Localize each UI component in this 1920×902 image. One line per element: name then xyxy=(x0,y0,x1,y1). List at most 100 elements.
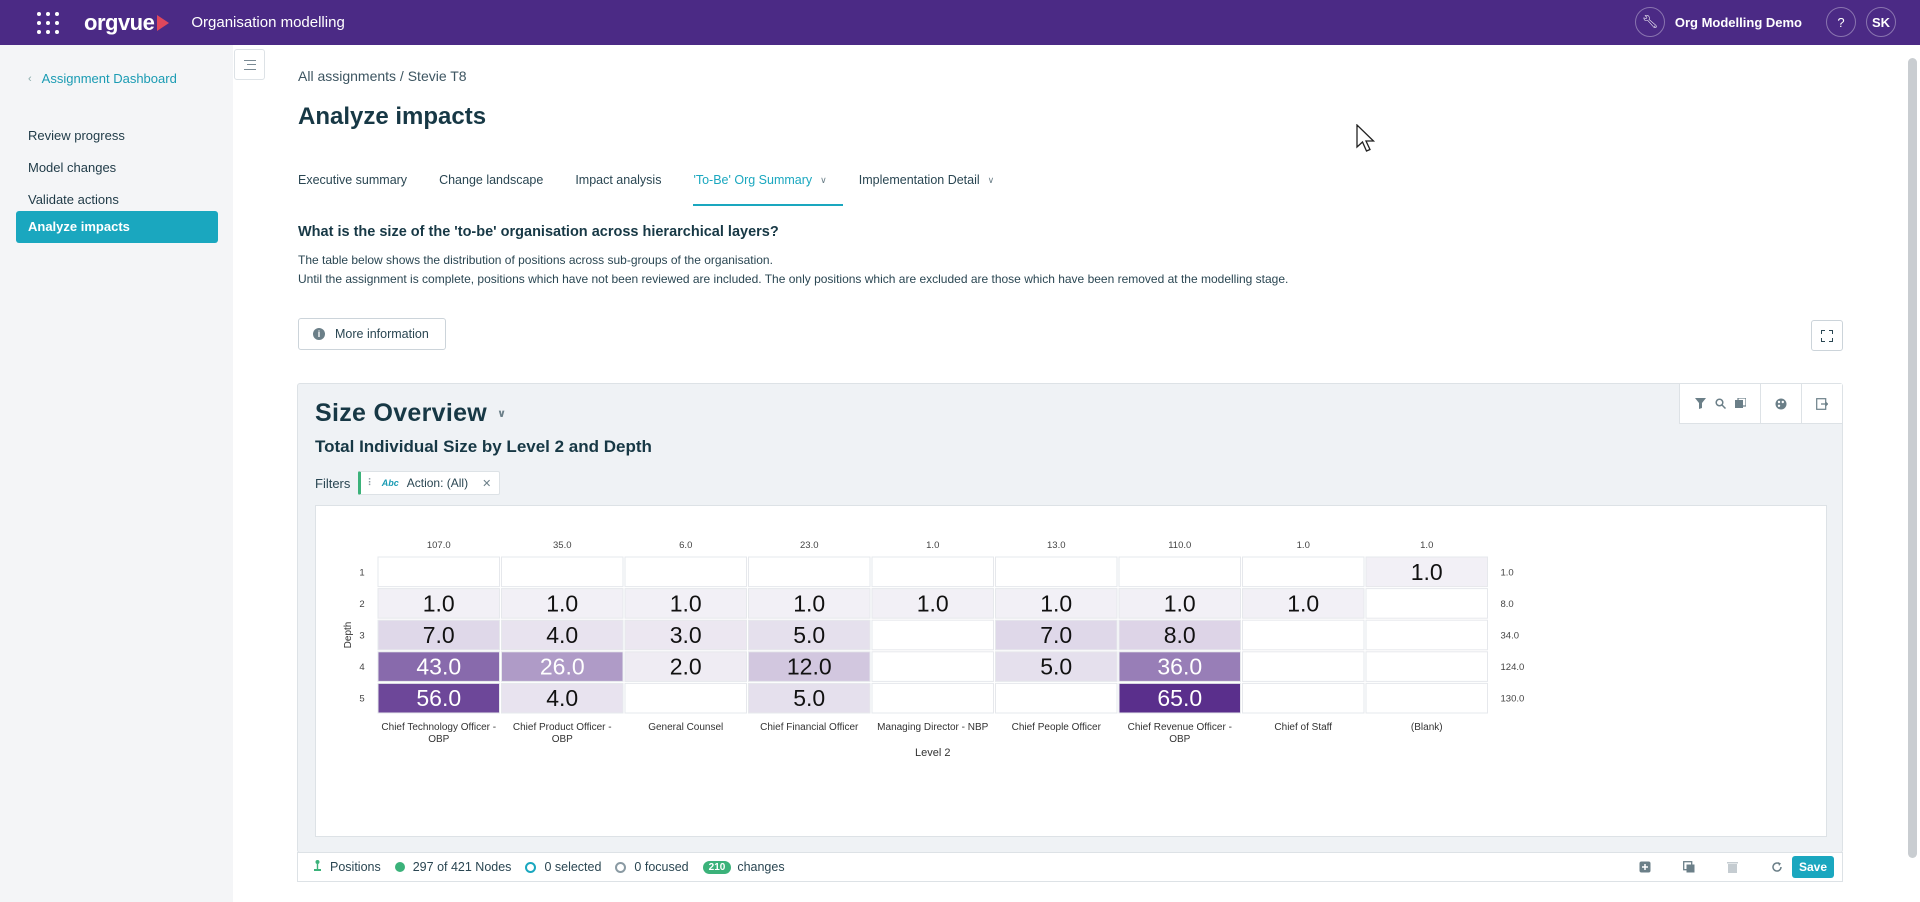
tab-executive-summary[interactable]: Executive summary xyxy=(298,168,407,206)
selected-icon xyxy=(525,861,537,873)
heatmap-cell[interactable] xyxy=(871,619,994,651)
fullscreen-icon xyxy=(1821,329,1833,342)
column-total-label: 35.0 xyxy=(553,540,572,551)
collapse-sidebar-button[interactable] xyxy=(234,49,265,80)
heatmap-cell[interactable] xyxy=(995,556,1118,588)
heatmap-cell[interactable] xyxy=(995,682,1118,714)
heatmap-cell[interactable] xyxy=(871,588,994,619)
heatmap-cell[interactable] xyxy=(995,651,1118,682)
cell-value-label: 1.0 xyxy=(1040,590,1072,616)
changes-indicator[interactable]: 210 changes xyxy=(702,860,785,874)
heatmap-cell[interactable] xyxy=(995,588,1118,619)
heatmap-cell[interactable] xyxy=(624,588,747,619)
breadcrumb[interactable]: All assignments / Stevie T8 xyxy=(298,68,467,84)
heatmap-cell[interactable] xyxy=(1242,619,1365,651)
search-icon[interactable] xyxy=(1712,396,1728,412)
heatmap-cell[interactable] xyxy=(748,556,871,588)
heatmap-cell[interactable] xyxy=(1365,619,1488,651)
heatmap-cell[interactable] xyxy=(624,619,747,651)
heatmap-cell[interactable] xyxy=(1242,588,1365,619)
back-to-dashboard-link[interactable]: ‹ Assignment Dashboard xyxy=(28,71,177,86)
heatmap-cell[interactable] xyxy=(1242,682,1365,714)
heatmap-cell[interactable] xyxy=(748,588,871,619)
heatmap-cell[interactable] xyxy=(377,588,500,619)
cell-value-label: 1.0 xyxy=(1411,559,1443,585)
fullscreen-button[interactable] xyxy=(1811,320,1843,351)
heatmap-cell[interactable] xyxy=(1365,556,1488,588)
heatmap-cell[interactable] xyxy=(1118,682,1241,714)
heatmap-cell[interactable] xyxy=(871,682,994,714)
cell-value-label: 65.0 xyxy=(1157,685,1202,711)
heatmap-cell[interactable] xyxy=(501,556,624,588)
positions-dataset[interactable]: Positions xyxy=(313,859,381,875)
chevron-down-icon: ∨ xyxy=(987,175,995,185)
heatmap-cell[interactable] xyxy=(1365,588,1488,619)
heatmap-cell[interactable] xyxy=(501,682,624,714)
close-icon[interactable]: ✕ xyxy=(482,477,492,490)
tab-to-be-org-summary[interactable]: 'To-Be' Org Summary ∨ xyxy=(693,168,844,206)
heatmap-cell[interactable] xyxy=(748,682,871,714)
duplicate-icon[interactable] xyxy=(1680,858,1698,876)
heatmap-cell[interactable] xyxy=(1118,651,1241,682)
user-avatar[interactable]: SK xyxy=(1866,7,1896,37)
scrollbar-thumb[interactable] xyxy=(1908,58,1917,858)
mouse-cursor-icon xyxy=(1356,124,1376,152)
cell-value-label: 5.0 xyxy=(1040,654,1072,680)
heatmap-cell[interactable] xyxy=(377,682,500,714)
row-tick-label: 2 xyxy=(359,599,364,610)
focused-count[interactable]: 0 focused xyxy=(615,860,689,874)
heatmap-cell[interactable] xyxy=(501,588,624,619)
heatmap-cell[interactable] xyxy=(377,651,500,682)
tab-implementation-detail[interactable]: Implementation Detail ∨ xyxy=(859,168,995,206)
heatmap-cell[interactable] xyxy=(995,619,1118,651)
heatmap-cell[interactable] xyxy=(501,651,624,682)
wrench-icon[interactable]: 🔧︎ xyxy=(1634,7,1665,37)
heatmap-cell[interactable] xyxy=(1118,588,1241,619)
heatmap-cell[interactable] xyxy=(501,619,624,651)
heatmap-cell[interactable] xyxy=(748,651,871,682)
panel-title[interactable]: Size Overview ∨ xyxy=(315,399,506,428)
heatmap-cell[interactable] xyxy=(377,556,500,588)
heatmap-cell[interactable] xyxy=(1242,556,1365,588)
more-information-button[interactable]: i More information xyxy=(298,318,446,350)
filter-icon[interactable] xyxy=(1692,396,1708,412)
heatmap-cell[interactable] xyxy=(1118,619,1241,651)
tab-impact-analysis[interactable]: Impact analysis xyxy=(575,168,661,206)
layers-icon[interactable] xyxy=(1732,396,1748,412)
column-total-label: 23.0 xyxy=(800,540,819,551)
heatmap-cell[interactable] xyxy=(624,556,747,588)
add-icon[interactable] xyxy=(1636,858,1654,876)
heatmap-cell[interactable] xyxy=(1365,651,1488,682)
apps-grid-icon[interactable] xyxy=(37,11,59,34)
nodes-label: 297 of 421 Nodes xyxy=(412,860,512,874)
orgvue-logo[interactable]: orgvue xyxy=(84,10,170,36)
refresh-icon[interactable] xyxy=(1768,858,1786,876)
sidebar-item-validate-actions[interactable]: Validate actions xyxy=(28,192,119,207)
heatmap-cell[interactable] xyxy=(871,556,994,588)
export-icon[interactable] xyxy=(1814,396,1830,412)
heatmap-cell[interactable] xyxy=(624,651,747,682)
tab-label: Impact analysis xyxy=(575,173,662,187)
workspace-name[interactable]: Org Modelling Demo xyxy=(1674,14,1802,30)
tab-change-landscape[interactable]: Change landscape xyxy=(439,168,543,206)
changes-label: changes xyxy=(737,860,785,874)
help-button[interactable]: ? xyxy=(1826,7,1856,37)
heatmap-cell[interactable] xyxy=(1242,651,1365,682)
sidebar-item-review-progress[interactable]: Review progress xyxy=(28,128,125,143)
sidebar-item-analyze-impacts[interactable]: Analyze impacts xyxy=(16,211,218,243)
heatmap-cell[interactable] xyxy=(748,619,871,651)
filter-chip-action[interactable]: ⠇ Abc Action: (All) ✕ xyxy=(358,471,501,495)
delete-icon[interactable] xyxy=(1724,858,1742,876)
sidebar-item-model-changes[interactable]: Model changes xyxy=(28,160,117,175)
focused-label: 0 focused xyxy=(634,860,689,874)
heatmap-cell[interactable] xyxy=(1118,556,1241,588)
drag-handle-icon[interactable]: ⠇ xyxy=(367,477,374,489)
heatmap-cell[interactable] xyxy=(1365,682,1488,714)
heatmap-cell[interactable] xyxy=(377,619,500,651)
palette-icon[interactable] xyxy=(1773,396,1789,412)
selected-count[interactable]: 0 selected xyxy=(525,860,601,874)
heatmap-cell[interactable] xyxy=(871,651,994,682)
heatmap-cell[interactable] xyxy=(624,682,747,714)
save-button[interactable]: Save xyxy=(1791,856,1834,878)
column-tick-label: General Counsel xyxy=(648,722,723,733)
